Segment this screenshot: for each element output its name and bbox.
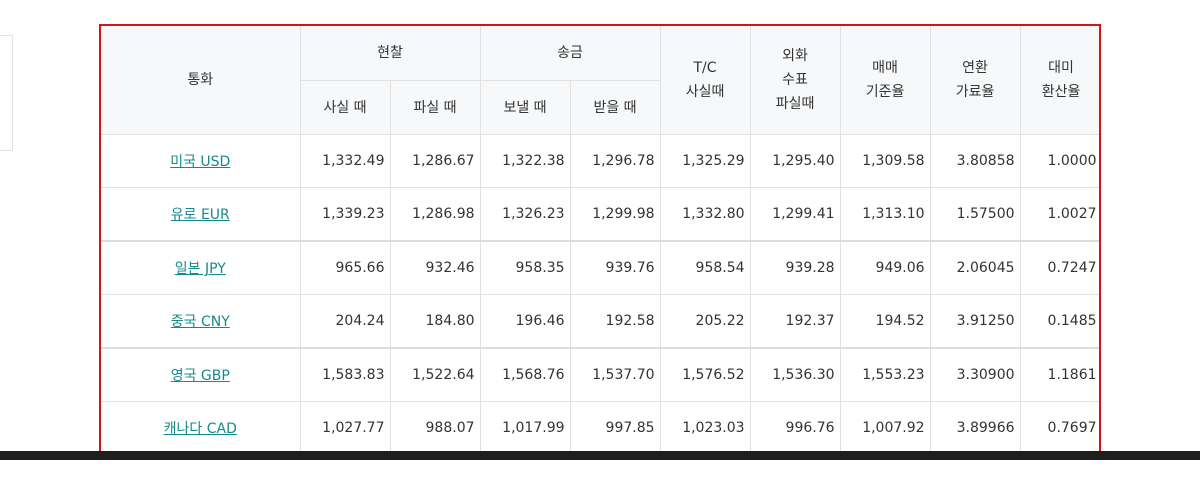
currency-cell: 중국 CNY <box>101 294 301 349</box>
cash-buy-cell: 965.66 <box>299 240 391 295</box>
base-rate-cell: 1,309.58 <box>839 134 931 188</box>
base-rate-cell: 1,007.92 <box>839 401 931 455</box>
usd-rate-cell: 0.7247 <box>1019 240 1099 295</box>
usd-rate-cell: 1.0027 <box>1019 187 1099 242</box>
check-sell-cell: 1,536.30 <box>749 347 841 402</box>
currency-cell: 캐나다 CAD <box>101 401 301 455</box>
send-cell: 1,326.23 <box>479 187 571 242</box>
header-usd-rate: 대미 환산율 <box>1019 26 1099 135</box>
currency-link-jpy[interactable]: 일본 JPY <box>174 261 226 277</box>
tc-buy-cell: 1,332.80 <box>659 187 751 242</box>
conversion-rate-cell: 2.06045 <box>929 240 1021 295</box>
check-sell-cell: 1,295.40 <box>749 134 841 188</box>
receive-cell: 939.76 <box>569 240 661 295</box>
base-rate-cell: 1,313.10 <box>839 187 931 242</box>
cash-buy-cell: 1,332.49 <box>299 134 391 188</box>
conversion-rate-cell: 3.80858 <box>929 134 1021 188</box>
send-cell: 1,568.76 <box>479 347 571 402</box>
header-tc-buy: T/C 사실때 <box>659 26 751 135</box>
cash-sell-cell: 932.46 <box>389 240 481 295</box>
cash-sell-cell: 1,286.67 <box>389 134 481 188</box>
footer-bar <box>0 451 1200 460</box>
table-row: 영국 GBP 1,583.83 1,522.64 1,568.76 1,537.… <box>101 347 1099 402</box>
base-rate-cell: 1,553.23 <box>839 347 931 402</box>
receive-cell: 1,537.70 <box>569 347 661 402</box>
side-panel-tab[interactable] <box>0 35 13 151</box>
currency-cell: 유로 EUR <box>101 187 301 242</box>
cash-sell-cell: 988.07 <box>389 401 481 455</box>
exchange-rate-table: 통화 현찰 송금 T/C 사실때 외화 수표 파실때 매매 기준율 연환 가료율… <box>101 26 1099 455</box>
tc-buy-cell: 958.54 <box>659 240 751 295</box>
currency-cell: 영국 GBP <box>101 347 301 402</box>
conversion-rate-cell: 1.57500 <box>929 187 1021 242</box>
base-rate-cell: 949.06 <box>839 240 931 295</box>
cash-buy-cell: 204.24 <box>299 294 391 349</box>
currency-link-usd[interactable]: 미국 USD <box>170 154 231 170</box>
check-sell-cell: 1,299.41 <box>749 187 841 242</box>
check-sell-cell: 939.28 <box>749 240 841 295</box>
cash-sell-cell: 1,522.64 <box>389 347 481 402</box>
currency-cell: 미국 USD <box>101 134 301 188</box>
table-row: 유로 EUR 1,339.23 1,286.98 1,326.23 1,299.… <box>101 187 1099 242</box>
conversion-rate-cell: 3.91250 <box>929 294 1021 349</box>
exchange-rate-table-container: 통화 현찰 송금 T/C 사실때 외화 수표 파실때 매매 기준율 연환 가료율… <box>99 24 1101 459</box>
usd-rate-cell: 1.0000 <box>1019 134 1099 188</box>
receive-cell: 1,296.78 <box>569 134 661 188</box>
currency-link-eur[interactable]: 유로 EUR <box>170 207 230 223</box>
header-transfer: 송금 <box>479 26 661 81</box>
header-send: 보낼 때 <box>479 80 571 135</box>
check-sell-cell: 996.76 <box>749 401 841 455</box>
cash-buy-cell: 1,027.77 <box>299 401 391 455</box>
send-cell: 196.46 <box>479 294 571 349</box>
send-cell: 1,322.38 <box>479 134 571 188</box>
header-check-sell: 외화 수표 파실때 <box>749 26 841 135</box>
tc-buy-cell: 1,023.03 <box>659 401 751 455</box>
header-cash-sell: 파실 때 <box>389 80 481 135</box>
receive-cell: 997.85 <box>569 401 661 455</box>
table-row: 미국 USD 1,332.49 1,286.67 1,322.38 1,296.… <box>101 134 1099 188</box>
cash-buy-cell: 1,339.23 <box>299 187 391 242</box>
header-cash: 현찰 <box>299 26 481 81</box>
currency-cell: 일본 JPY <box>101 240 301 295</box>
cash-sell-cell: 184.80 <box>389 294 481 349</box>
currency-link-cad[interactable]: 캐나다 CAD <box>163 421 237 437</box>
send-cell: 958.35 <box>479 240 571 295</box>
cash-buy-cell: 1,583.83 <box>299 347 391 402</box>
table-row: 캐나다 CAD 1,027.77 988.07 1,017.99 997.85 … <box>101 401 1099 455</box>
receive-cell: 1,299.98 <box>569 187 661 242</box>
currency-link-gbp[interactable]: 영국 GBP <box>170 368 230 384</box>
currency-link-cny[interactable]: 중국 CNY <box>170 314 230 330</box>
tc-buy-cell: 1,576.52 <box>659 347 751 402</box>
header-currency: 통화 <box>101 26 301 135</box>
check-sell-cell: 192.37 <box>749 294 841 349</box>
usd-rate-cell: 0.1485 <box>1019 294 1099 349</box>
cash-sell-cell: 1,286.98 <box>389 187 481 242</box>
usd-rate-cell: 0.7697 <box>1019 401 1099 455</box>
header-receive: 받을 때 <box>569 80 661 135</box>
header-base-rate: 매매 기준율 <box>839 26 931 135</box>
usd-rate-cell: 1.1861 <box>1019 347 1099 402</box>
send-cell: 1,017.99 <box>479 401 571 455</box>
conversion-rate-cell: 3.89966 <box>929 401 1021 455</box>
header-cash-buy: 사실 때 <box>300 80 391 135</box>
tc-buy-cell: 1,325.29 <box>659 134 751 188</box>
conversion-rate-cell: 3.30900 <box>929 347 1021 402</box>
tc-buy-cell: 205.22 <box>659 294 751 349</box>
base-rate-cell: 194.52 <box>839 294 931 349</box>
header-conversion-rate: 연환 가료율 <box>929 26 1021 135</box>
receive-cell: 192.58 <box>569 294 661 349</box>
table-row: 중국 CNY 204.24 184.80 196.46 192.58 205.2… <box>101 294 1099 349</box>
table-row: 일본 JPY 965.66 932.46 958.35 939.76 958.5… <box>101 240 1099 295</box>
